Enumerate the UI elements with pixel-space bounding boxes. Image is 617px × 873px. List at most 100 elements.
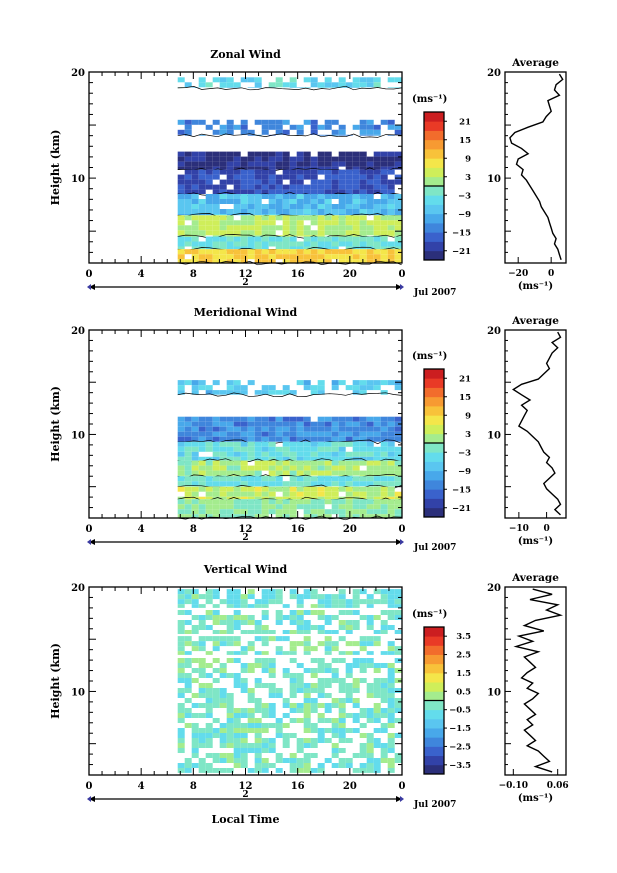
heatmap-cell xyxy=(219,249,227,255)
colorbar-tick-label: −21 xyxy=(452,247,471,257)
heatmap-cell xyxy=(387,460,395,466)
profile-x-tick-label: −10 xyxy=(509,524,529,534)
heatmap-cell xyxy=(366,426,374,432)
heatmap-cell xyxy=(268,456,276,461)
date-span-marker xyxy=(400,539,404,545)
heatmap-cell xyxy=(317,594,325,600)
heatmap-cell xyxy=(380,651,388,655)
heatmap-cell xyxy=(331,615,339,620)
heatmap-cell xyxy=(191,475,199,477)
heatmap-cell xyxy=(247,620,255,625)
heatmap-cell xyxy=(324,249,332,255)
heatmap-cell xyxy=(310,509,318,515)
heatmap-cell xyxy=(275,166,283,170)
heatmap-cell xyxy=(317,615,325,620)
heatmap-cell xyxy=(303,456,311,461)
heatmap-cell xyxy=(275,209,283,214)
heatmap-cell xyxy=(177,246,185,250)
heatmap-cell xyxy=(366,209,374,214)
heatmap-cell xyxy=(352,625,360,630)
heatmap-cell xyxy=(191,426,199,432)
heatmap-cell xyxy=(310,129,318,135)
heatmap-cell xyxy=(268,460,276,466)
heatmap-cell xyxy=(387,610,395,615)
heatmap-cell xyxy=(359,733,367,738)
heatmap-cell xyxy=(184,129,192,135)
heatmap-cell xyxy=(261,641,269,647)
heatmap-cell xyxy=(303,451,311,457)
heatmap-cell xyxy=(317,496,325,500)
heatmap-cell xyxy=(394,514,402,518)
heatmap-cell xyxy=(394,124,402,130)
colorbar-unit: (ms⁻¹) xyxy=(412,351,447,362)
heatmap-cell xyxy=(233,169,241,175)
heatmap-cell xyxy=(191,615,199,620)
heatmap-cell xyxy=(233,246,241,250)
heatmap-cell xyxy=(184,199,192,204)
colorbar-swatch xyxy=(424,672,444,683)
heatmap-cell xyxy=(240,615,248,620)
heatmap-cell xyxy=(268,214,276,216)
heatmap-cell xyxy=(205,169,213,175)
heatmap-cell xyxy=(240,156,248,162)
heatmap-cell xyxy=(177,610,185,615)
heatmap-cell xyxy=(394,249,402,255)
heatmap-cell xyxy=(233,441,241,447)
heatmap-cell xyxy=(296,199,304,204)
heatmap-cell xyxy=(310,194,318,199)
heatmap-cell xyxy=(177,481,185,487)
heatmap-cell xyxy=(219,441,227,447)
heatmap-cell xyxy=(324,230,332,236)
heatmap-cell xyxy=(373,230,381,236)
heatmap-cell xyxy=(317,421,325,427)
heatmap-cell xyxy=(268,259,276,263)
heatmap-cell xyxy=(212,486,220,492)
heatmap-cell xyxy=(254,204,262,209)
heatmap-cell xyxy=(352,713,360,718)
heatmap-cell xyxy=(380,416,388,422)
date-range-label: Jul 2007 xyxy=(413,543,456,553)
heatmap-cell xyxy=(240,119,248,125)
heatmap-cell xyxy=(240,209,248,214)
heatmap-cell xyxy=(317,204,325,209)
heatmap-cell xyxy=(268,594,276,600)
heatmap-cell xyxy=(282,499,290,505)
heatmap-cell xyxy=(387,718,395,723)
heatmap-cell xyxy=(359,156,367,162)
heatmap-cell xyxy=(254,254,262,260)
heatmap-cell xyxy=(233,738,241,743)
heatmap-cell xyxy=(324,486,332,492)
heatmap-cell xyxy=(226,446,234,452)
heatmap-cell xyxy=(177,703,185,708)
heatmap-cell xyxy=(373,151,381,157)
heatmap-cell xyxy=(240,199,248,204)
heatmap-cell xyxy=(324,475,332,477)
heatmap-cell xyxy=(247,499,255,505)
heatmap-cell xyxy=(310,673,318,678)
heatmap-cell xyxy=(240,470,248,476)
heatmap-cell xyxy=(387,693,395,698)
heatmap-cell xyxy=(324,421,332,427)
heatmap-cell xyxy=(380,630,388,634)
heatmap-cell xyxy=(247,134,255,136)
heatmap-cell xyxy=(247,486,255,492)
heatmap-cell xyxy=(303,698,311,703)
heatmap-cell xyxy=(338,658,346,663)
heatmap-cell xyxy=(240,668,248,673)
heatmap-cell xyxy=(366,236,374,242)
heatmap-cell xyxy=(226,509,234,515)
heatmap-cell xyxy=(275,119,283,125)
heatmap-cell xyxy=(177,688,185,693)
heatmap-cell xyxy=(310,236,318,242)
heatmap-cell xyxy=(366,604,374,608)
heatmap-cell xyxy=(219,436,227,442)
heatmap-cells xyxy=(177,589,402,773)
heatmap-cell xyxy=(338,151,346,157)
heatmap-cell xyxy=(387,416,395,422)
heatmap-cell xyxy=(296,416,304,422)
heatmap-cell xyxy=(345,491,353,497)
heatmap-cell xyxy=(373,236,381,242)
heatmap-cell xyxy=(240,599,248,605)
heatmap-cell xyxy=(359,204,367,209)
heatmap-cell xyxy=(275,421,283,427)
